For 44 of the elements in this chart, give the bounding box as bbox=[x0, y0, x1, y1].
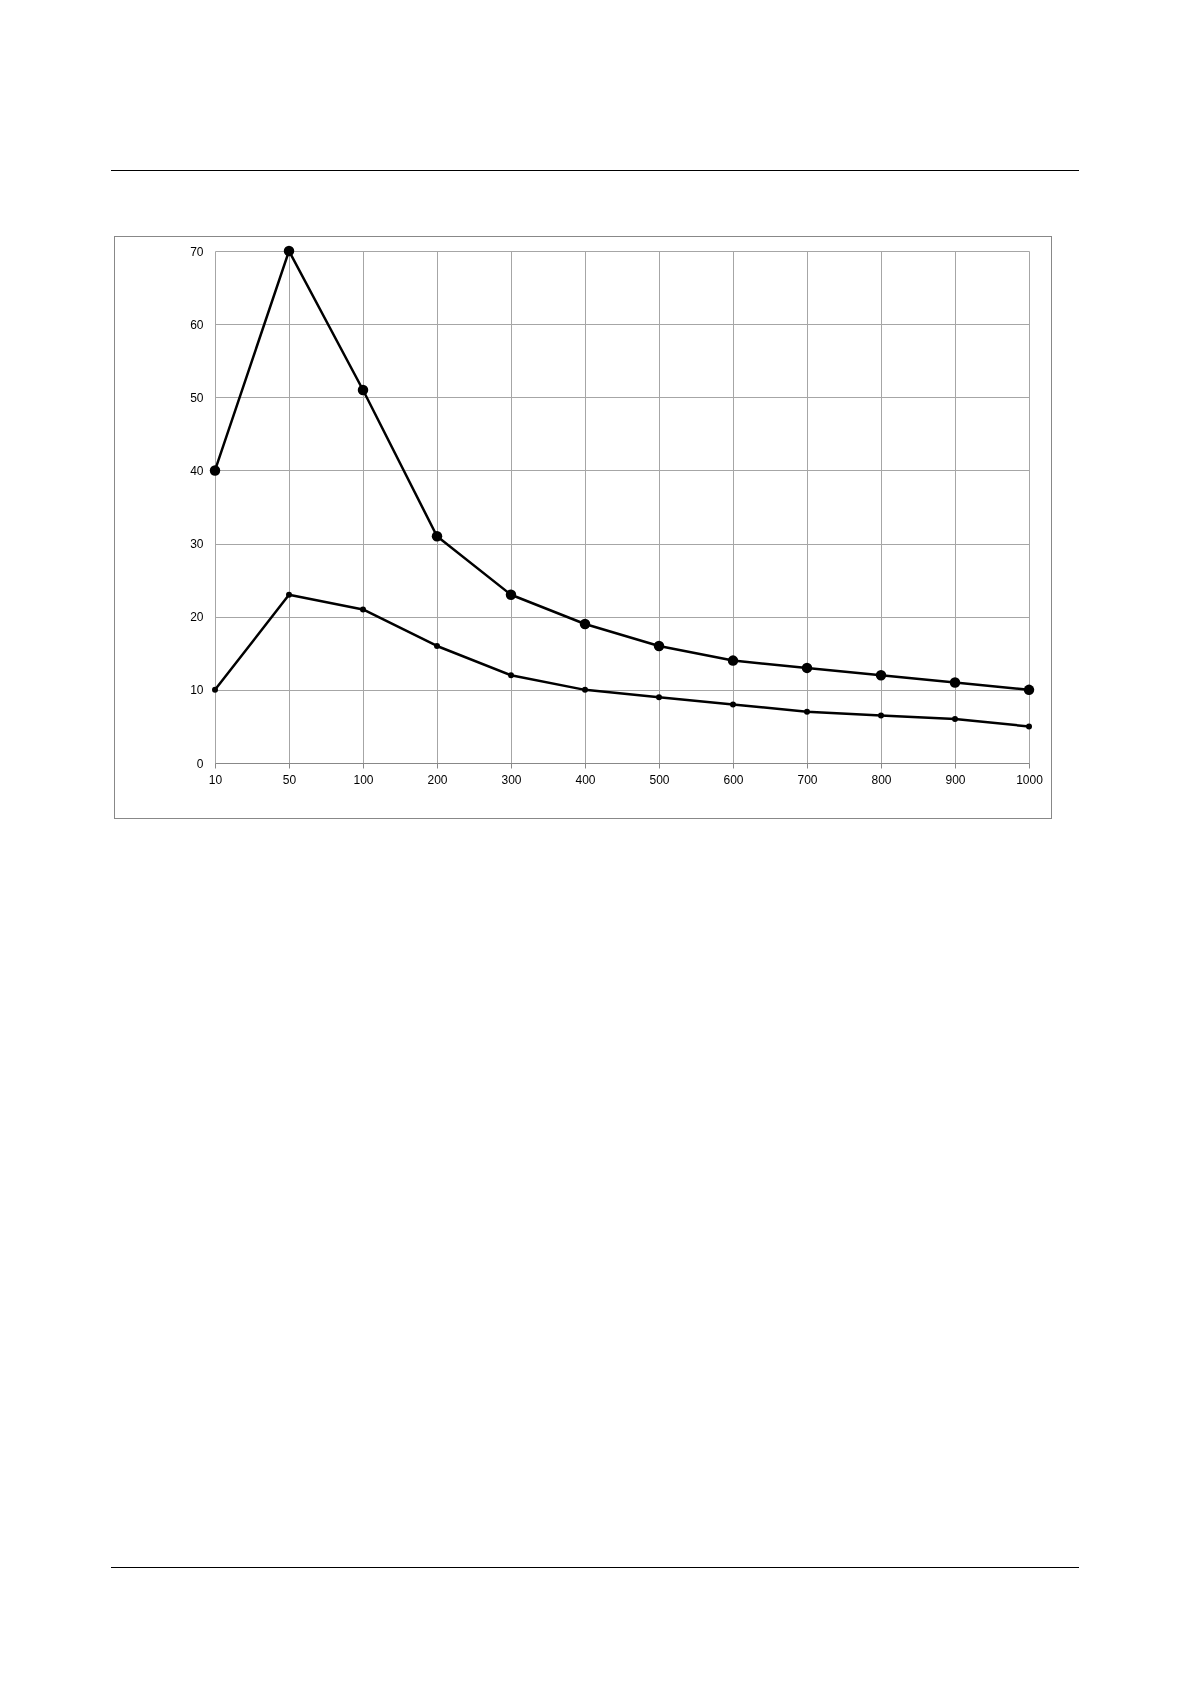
point bbox=[1023, 684, 1035, 696]
point bbox=[508, 672, 514, 679]
point bbox=[582, 686, 588, 693]
y-tick-label: 30 bbox=[190, 537, 204, 552]
point bbox=[878, 712, 884, 719]
point bbox=[360, 606, 366, 613]
point bbox=[1026, 723, 1032, 730]
x-tick-label: 800 bbox=[871, 772, 892, 787]
y-tick-label: 50 bbox=[190, 390, 204, 405]
point bbox=[505, 589, 517, 601]
x-tick-label: 200 bbox=[427, 772, 448, 787]
x-tick-label: 1000 bbox=[1016, 772, 1044, 787]
point bbox=[949, 677, 961, 688]
point bbox=[212, 686, 218, 693]
x-tick-label: 500 bbox=[649, 772, 670, 787]
point bbox=[357, 384, 369, 396]
x-tick-label: 10 bbox=[208, 772, 223, 787]
y-tick-label: 60 bbox=[190, 317, 204, 332]
y-tick-label: 40 bbox=[190, 463, 204, 478]
point bbox=[875, 669, 887, 681]
x-tick-label: 700 bbox=[797, 772, 818, 787]
point bbox=[656, 694, 662, 701]
x-tick-label: 300 bbox=[501, 772, 522, 787]
y-tick-label: 70 bbox=[190, 244, 204, 259]
point bbox=[434, 642, 440, 649]
point bbox=[286, 591, 292, 598]
x-tick-label: 400 bbox=[575, 772, 596, 787]
point bbox=[579, 618, 591, 630]
y-tick-label: 0 bbox=[196, 756, 204, 771]
point bbox=[209, 465, 221, 476]
x-tick-label: 100 bbox=[353, 772, 374, 787]
x-tick-label: 600 bbox=[723, 772, 744, 787]
x-tick-label: 900 bbox=[945, 772, 966, 787]
point bbox=[952, 716, 958, 723]
x-tick-label: 50 bbox=[282, 772, 297, 787]
point bbox=[801, 662, 813, 674]
point bbox=[727, 655, 739, 666]
point bbox=[653, 640, 665, 652]
y-tick-label: 20 bbox=[190, 610, 204, 625]
point bbox=[804, 708, 810, 715]
point bbox=[431, 531, 443, 542]
y-tick-label: 10 bbox=[190, 683, 204, 698]
point bbox=[730, 701, 736, 708]
point bbox=[283, 245, 295, 257]
